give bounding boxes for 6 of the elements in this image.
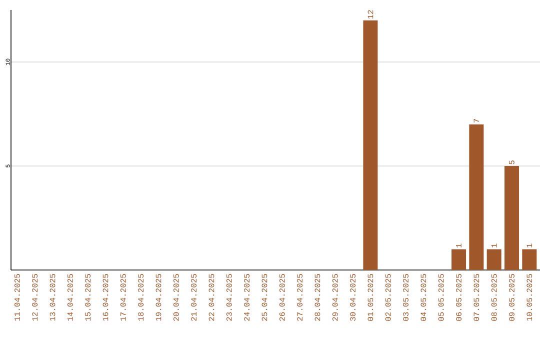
bar <box>522 249 537 270</box>
bar <box>452 249 466 270</box>
bar <box>363 20 378 270</box>
bar <box>469 124 484 270</box>
bar <box>504 166 519 270</box>
bar <box>486 249 502 270</box>
